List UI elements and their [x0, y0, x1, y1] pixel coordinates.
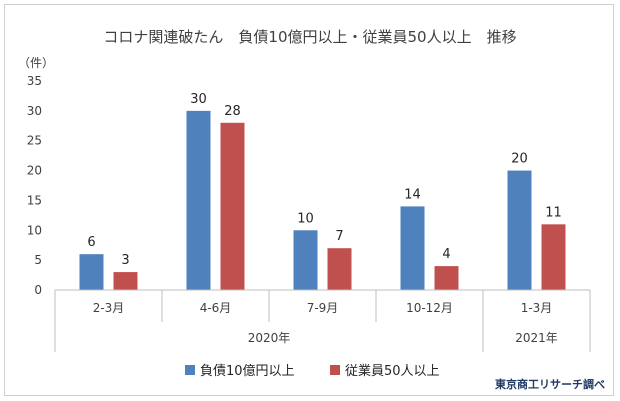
legend-swatch	[330, 365, 340, 375]
data-label: 28	[224, 104, 241, 119]
bar-debt-4	[507, 170, 532, 290]
year-group-label: 2020年	[248, 331, 291, 345]
data-label: 10	[297, 211, 314, 226]
bar-debt-2	[293, 230, 318, 290]
y-tick-label: 5	[34, 253, 42, 267]
category-label: 2-3月	[93, 301, 125, 315]
data-label: 20	[511, 152, 528, 167]
bar-debt-3	[400, 206, 425, 290]
category-axis: 2-3月 4-6月 7-9月 10-12月 1-3月 2020年 2021年	[54, 289, 591, 352]
y-tick-label: 30	[27, 104, 42, 118]
y-axis-ticks: 0 5 10 15 20 25 30 35	[27, 74, 42, 297]
chart-frame	[4, 4, 614, 396]
data-label: 3	[121, 253, 129, 268]
bar-series	[79, 110, 566, 290]
category-label: 4-6月	[200, 301, 232, 315]
category-label: 10-12月	[406, 301, 453, 315]
year-group-label: 2021年	[515, 331, 558, 345]
y-tick-label: 20	[27, 164, 42, 178]
y-tick-label: 25	[27, 134, 42, 148]
y-tick-label: 10	[27, 223, 42, 237]
bar-employees-1	[220, 122, 245, 290]
source-credit: 東京商工リサーチ調べ	[495, 377, 605, 391]
y-tick-label: 35	[27, 74, 42, 88]
legend-swatch	[185, 365, 195, 375]
y-tick-label: 15	[27, 193, 42, 207]
data-label: 6	[87, 235, 95, 250]
legend-label: 従業員50人以上	[345, 363, 440, 379]
chart-title: コロナ関連破たん 負債10億円以上・従業員50人以上 推移	[103, 28, 516, 46]
data-label: 4	[442, 247, 450, 262]
y-tick-label: 0	[34, 283, 42, 297]
data-label: 14	[404, 187, 421, 202]
bar-employees-0	[113, 272, 138, 290]
bar-employees-3	[434, 266, 459, 290]
legend: 負債10億円以上 従業員50人以上	[185, 363, 440, 379]
bar-employees-4	[541, 224, 566, 290]
category-label: 7-9月	[307, 301, 339, 315]
data-label: 30	[190, 92, 207, 107]
y-axis-unit-label: （件）	[18, 56, 54, 70]
data-label: 11	[545, 205, 562, 220]
category-label: 1-3月	[521, 301, 553, 315]
bar-debt-0	[79, 254, 104, 290]
bar-employees-2	[327, 248, 352, 290]
data-label: 7	[335, 229, 343, 244]
data-labels: 6 3 30 28 10 7 14 4 20 11	[87, 92, 561, 268]
bar-debt-1	[186, 110, 211, 290]
legend-label: 負債10億円以上	[200, 363, 295, 379]
